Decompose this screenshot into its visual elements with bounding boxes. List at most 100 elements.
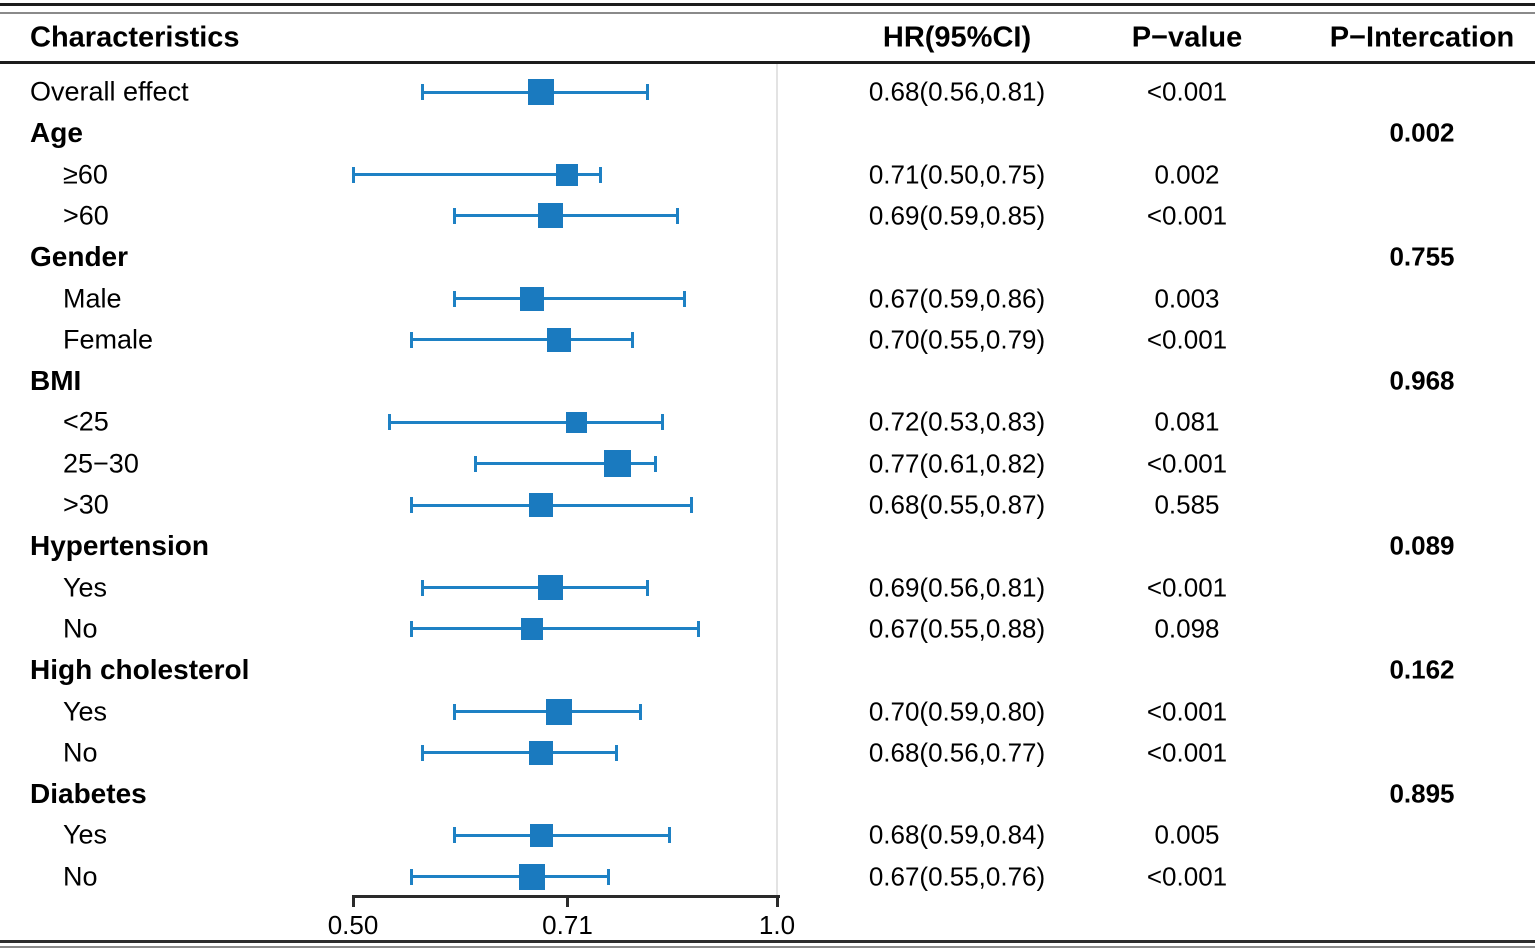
x-axis-tick [352,895,355,907]
subgroup-row-label: Yes [63,572,108,603]
x-axis-line [352,895,780,898]
ci-cap-right [638,703,642,720]
subgroup-row-label: Female [63,324,154,355]
hr-ci-value: 0.70(0.59,0.80) [868,696,1046,726]
group-row-label: BMI [30,365,82,397]
subgroup-row-label: 25−30 [63,448,139,479]
hr-ci-value: 0.67(0.55,0.76) [868,861,1046,892]
ci-cap-right [607,868,611,885]
ci-cap-right [689,497,693,513]
confidence-interval-line [454,214,678,218]
hr-ci-value: 0.70(0.55,0.79) [868,324,1046,355]
hr-ci-value: 0.69(0.56,0.81) [868,572,1046,603]
confidence-interval-line [411,627,699,631]
column-header-pinteraction: P−Intercation [1329,21,1515,54]
ci-cap-left [421,744,425,761]
hr-point-marker [529,823,553,847]
bottom-border-line [0,940,1535,943]
hr-point-marker [528,79,555,105]
x-axis-tick [566,895,570,907]
p-value: 0.003 [1154,283,1220,313]
hr-point-marker [537,575,563,601]
hr-point-marker [529,740,554,765]
subgroup-row-label: Overall effect [30,76,189,107]
hr-point-marker [519,863,546,890]
p-value: 0.098 [1154,613,1220,644]
p-value: <0.001 [1146,200,1228,231]
ci-cap-left [453,290,457,307]
header-underline [0,61,1535,64]
hr-ci-value: 0.67(0.59,0.86) [868,283,1046,313]
ci-cap-left [421,84,425,100]
bottom-border-line-secondary [0,946,1535,948]
p-value: 0.081 [1154,406,1220,437]
p-value: <0.001 [1146,76,1228,107]
hr-point-marker [565,411,587,433]
p-value: <0.001 [1146,737,1228,768]
hr-ci-value: 0.68(0.55,0.87) [868,489,1046,520]
ci-cap-right [696,620,700,637]
ci-cap-left [473,455,477,472]
column-header-pvalue: P−value [1131,21,1243,54]
x-axis-tick [776,895,779,907]
p-interaction-value: 0.089 [1389,530,1455,561]
confidence-interval-line [422,751,618,755]
p-interaction-value: 0.162 [1389,654,1455,685]
ci-cap-left [410,868,414,885]
confidence-interval-line [422,586,649,590]
x-axis-tick-label: 1.0 [758,910,796,940]
ci-cap-left [410,331,414,348]
hr-ci-value: 0.68(0.56,0.77) [868,737,1046,768]
hr-point-marker [520,286,545,311]
hr-ci-value: 0.68(0.59,0.84) [868,819,1046,850]
x-axis-tick-label: 0.50 [327,910,379,940]
column-header-hr: HR(95%CI) [882,21,1032,54]
group-row-label: Age [30,117,83,149]
group-row-label: Hypertension [30,530,209,562]
p-value: <0.001 [1146,572,1228,603]
ci-cap-left [453,207,457,224]
subgroup-row-label: No [63,737,98,768]
p-interaction-value: 0.002 [1389,117,1455,148]
ci-cap-right [615,744,619,761]
hr-point-marker [545,698,572,725]
ci-cap-right [675,207,679,224]
column-header-characteristics: Characteristics [30,21,240,54]
hr-point-marker [529,493,554,517]
subgroup-row-label: <25 [63,406,109,437]
group-row-label: Diabetes [30,778,147,810]
p-value: 0.002 [1154,159,1220,190]
hr-ci-value: 0.77(0.61,0.82) [868,448,1046,479]
top-border-line [0,3,1535,6]
hr-point-marker [546,327,571,352]
hr-point-marker [521,617,544,640]
ci-cap-right [668,827,672,844]
subgroup-row-label: ≥60 [63,159,108,190]
subgroup-row-label: >30 [63,489,109,520]
confidence-interval-line [411,338,633,342]
ci-cap-right [653,455,657,472]
confidence-interval-line [454,297,685,300]
hr-ci-value: 0.69(0.59,0.85) [868,200,1046,231]
subgroup-row-label: Yes [63,696,108,726]
confidence-interval-line [388,420,664,424]
hr-ci-value: 0.71(0.50,0.75) [868,159,1046,190]
top-border-line-secondary [0,12,1535,14]
hr-point-marker [603,450,631,478]
ci-cap-left [453,827,457,844]
ci-cap-right [682,290,686,307]
ci-cap-right [646,84,650,100]
p-value: <0.001 [1146,696,1228,726]
p-interaction-value: 0.755 [1389,241,1455,272]
ci-cap-left [387,414,391,431]
hr-ci-value: 0.68(0.56,0.81) [868,76,1046,107]
p-interaction-value: 0.895 [1389,778,1455,809]
ci-cap-left [410,497,414,513]
hr-ci-value: 0.72(0.53,0.83) [868,406,1046,437]
p-value: 0.585 [1154,489,1220,520]
p-interaction-value: 0.968 [1389,365,1455,396]
confidence-interval-line [454,833,671,837]
subgroup-row-label: No [63,613,98,644]
group-row-label: Gender [30,241,129,273]
